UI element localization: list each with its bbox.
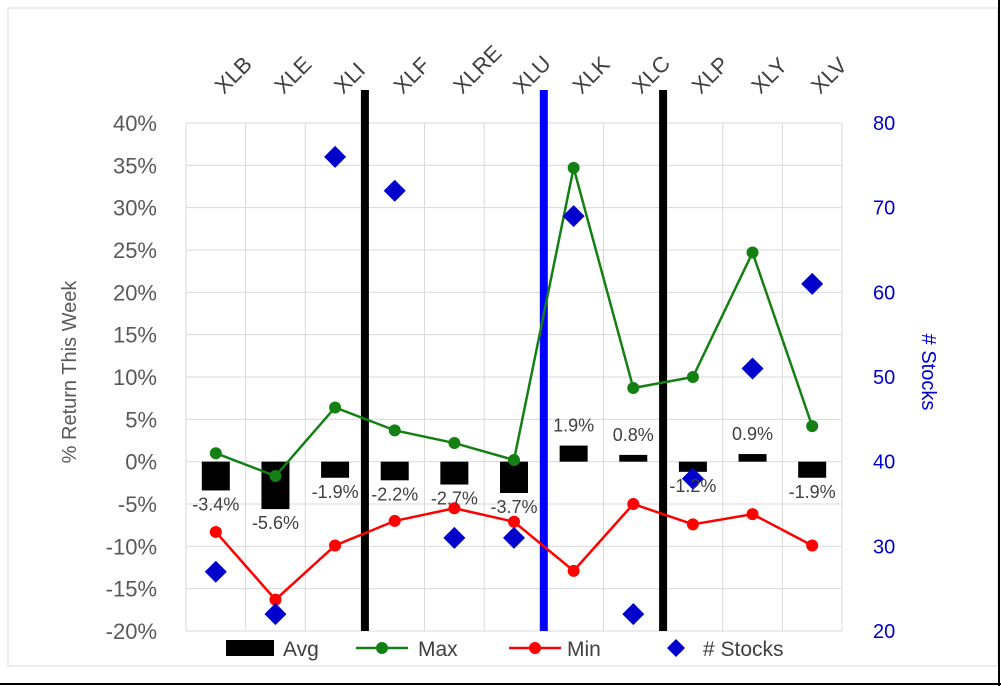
avg-data-label: -1.9% [789,482,836,502]
y-tick-label: 15% [113,323,157,348]
y-tick-label: -15% [106,577,157,602]
max-point [329,401,342,414]
min-point [746,508,759,521]
avg-data-label: -3.4% [192,494,239,514]
y2-tick-label: 30 [873,536,895,558]
y2-tick-label: 60 [873,282,895,304]
y-axis-title: % Return This Week [59,280,81,464]
max-point [209,447,222,460]
y-tick-label: 35% [113,153,157,178]
y-tick-label: 30% [113,196,157,221]
y-tick-label: 0% [125,450,157,475]
stocks-point [681,467,704,490]
y-tick-label: -10% [106,534,157,559]
y2-tick-label: 20 [873,621,895,643]
y-tick-label: -5% [118,492,157,517]
avg-bar [678,461,707,472]
chart-border [7,7,999,667]
max-point [388,424,401,437]
min-point [269,593,282,606]
avg-data-label: 1.9% [553,416,594,436]
min-point [508,515,520,528]
stocks-point [383,179,406,202]
separator-lines [360,90,668,631]
avg-data-labels: -3.4% -5.6% -1.9% -2.2% -2.7% -3.7% 1.9% 0.8% -1… [192,416,835,534]
min-point [388,514,401,527]
avg-bar [201,461,230,491]
avg-data-label: 0.9% [732,424,773,444]
left-axis-ticks: 40% 35% 30% 25% 20% 15% 10% 5% 0% -5% -10% -15% -20% [106,111,157,644]
min-point [209,525,222,538]
legend-max-marker [376,642,388,654]
avg-data-label: -2.2% [371,484,418,504]
stocks-point [443,526,466,549]
max-point [746,246,759,259]
stocks-point [562,205,585,228]
stocks-scatter-series [204,145,824,626]
stocks-point [204,560,227,583]
y2-axis-title: # Stocks [917,334,939,411]
avg-bar [798,461,827,478]
y2-tick-label: 70 [873,198,895,220]
legend-max-label: Max [418,638,458,661]
stocks-point [622,603,645,626]
max-point [269,470,282,483]
max-line-series [209,161,819,483]
avg-data-label: -5.6% [252,513,299,533]
y-tick-label: 40% [113,111,157,136]
legend-avg-swatch [226,640,274,656]
y-tick-label: 25% [113,238,157,263]
avg-bar [380,461,409,481]
legend-stocks-marker [667,639,685,657]
avg-data-label: -3.7% [490,497,537,517]
legend-avg-label: Avg [283,638,319,661]
stocks-point [801,272,824,295]
avg-bar [440,461,469,485]
avg-bar [261,461,290,510]
y-tick-label: -20% [106,619,157,644]
min-point [567,564,580,577]
y2-tick-label: 50 [873,367,895,389]
avg-bar [619,454,648,462]
y-tick-label: 10% [113,365,157,390]
avg-bar [321,461,350,478]
avg-bar [738,454,767,462]
legend: Avg Max Min # Stocks [226,638,784,661]
legend-min-label: Min [567,638,601,661]
max-point [627,382,640,395]
max-point [806,420,819,433]
max-point [508,453,520,466]
avg-data-label: -1.2% [669,476,716,496]
min-point [627,498,640,510]
stocks-point [503,526,525,549]
min-point [329,539,342,552]
legend-stocks-label: # Stocks [703,638,784,661]
avg-data-label: -2.7% [431,489,478,509]
min-point [448,502,461,515]
min-line-series [209,498,819,606]
y-tick-label: 20% [113,280,157,305]
avg-bar [559,445,588,462]
max-point [686,371,699,383]
y-tick-label: 5% [125,407,157,432]
avg-bars [201,445,827,510]
max-point [448,437,461,450]
stocks-point [741,357,764,380]
max-point [567,161,580,174]
y2-tick-label: 80 [873,113,895,135]
min-point [686,518,699,531]
legend-min-marker [529,642,541,654]
avg-data-label: 0.8% [613,425,654,445]
avg-data-label: -1.9% [312,482,359,502]
right-axis-ticks: 80 70 60 50 40 30 20 [873,113,895,643]
min-point [806,539,819,552]
avg-bar [500,461,528,493]
stocks-point [264,603,287,626]
stocks-point [324,145,347,168]
y2-tick-label: 40 [873,452,895,474]
